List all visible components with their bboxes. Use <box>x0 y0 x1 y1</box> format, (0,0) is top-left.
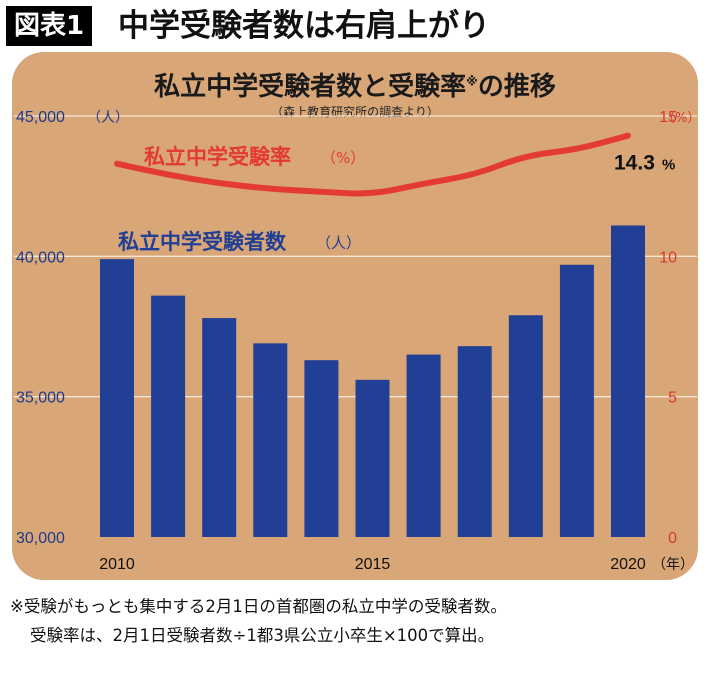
bar <box>253 343 288 537</box>
title-note-mark: ※ <box>466 74 478 89</box>
y-right-tick-label: 10 <box>659 249 677 266</box>
y-right-tick-label: 0 <box>668 530 677 547</box>
bar <box>304 360 339 537</box>
y-left-tick-label: 35,000 <box>16 390 65 407</box>
chart-title: 私立中学受験者数と受験率※の推移 <box>154 72 556 102</box>
footnote-2: 受験率は、2月1日受験者数÷1都3県公立小卒生×100で算出。 <box>30 626 495 645</box>
y-right-tick-label: 15 <box>659 109 677 126</box>
count-series-label: 私立中学受験者数 <box>118 230 287 254</box>
figure-headline: 中学受験者数は右肩上がり <box>118 8 490 44</box>
x-tick-label: 2015 <box>355 556 391 573</box>
rate-series-line <box>114 132 631 197</box>
x-tick-label: 2010 <box>99 556 135 573</box>
rate-series-unit: （%） <box>321 149 365 167</box>
bar <box>611 225 645 537</box>
x-axis-unit: （年） <box>652 557 694 573</box>
bar <box>355 379 390 537</box>
y-left-tick-label: 30,000 <box>16 530 65 547</box>
bar <box>508 315 543 537</box>
y-left-unit: （人） <box>87 110 129 126</box>
bar <box>559 264 594 537</box>
y-left-tick-label: 45,000 <box>16 109 65 126</box>
bar <box>100 259 134 537</box>
figure-tag: 図表1 <box>6 6 93 46</box>
figure-header: 図表1 中学受験者数は右肩上がり <box>0 0 710 52</box>
y-right-tick-label: 5 <box>668 390 677 407</box>
bar <box>457 346 492 537</box>
rate-series-label: 私立中学受験率 <box>144 145 291 169</box>
x-tick-label: 2020 <box>610 556 646 573</box>
bar <box>202 318 237 537</box>
y-left-tick-label: 40,000 <box>16 249 65 266</box>
rate-end-label-unit: % <box>662 157 675 174</box>
bar <box>151 295 186 537</box>
y-right-unit: （%） <box>662 111 700 126</box>
bar <box>406 354 441 537</box>
footnote-1: ※受験がもっとも集中する2月1日の首都圏の私立中学の受験者数。 <box>10 597 507 616</box>
rate-end-label: 14.3 <box>614 152 655 175</box>
count-series-unit: （人） <box>316 234 361 252</box>
